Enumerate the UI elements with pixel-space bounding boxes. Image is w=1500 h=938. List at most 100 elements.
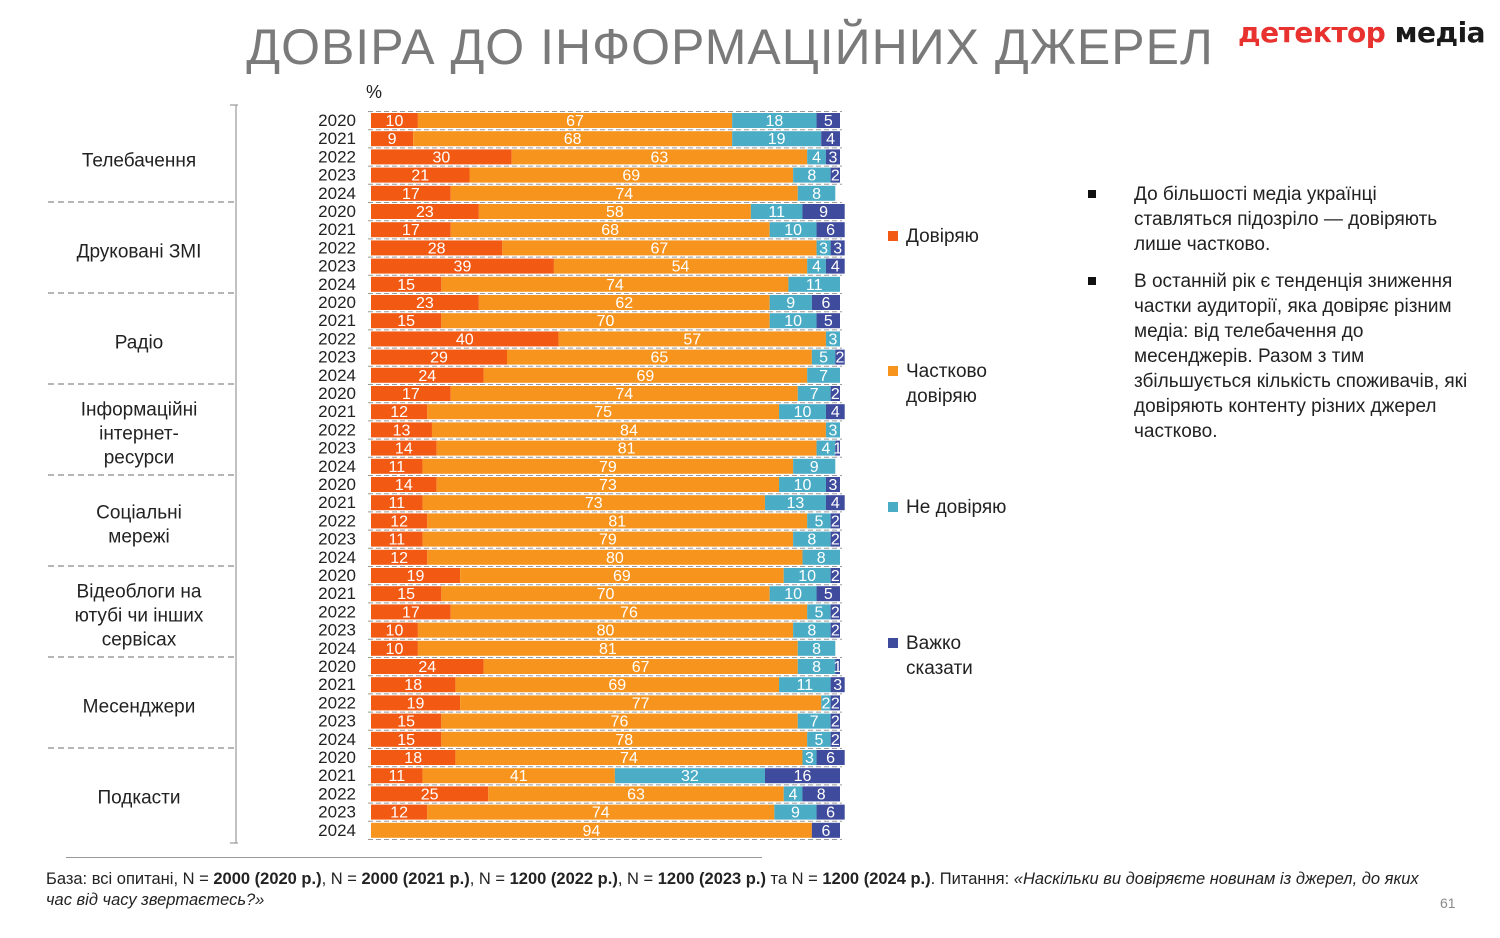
legend-swatch-hard (888, 638, 898, 648)
year-label: 2024 (318, 275, 356, 294)
year-label: 2024 (318, 821, 356, 840)
bar-segment (830, 240, 845, 256)
bar-segment (427, 404, 780, 420)
data-label: 3 (805, 750, 814, 767)
data-label: 15 (397, 586, 415, 603)
bar-segment (769, 295, 812, 310)
data-label: 23 (416, 204, 434, 221)
footnote-question: «Наскільки ви довіряєте новинам із джере… (46, 870, 1419, 909)
bar-segment (422, 531, 794, 547)
group-label: сервісах (102, 630, 177, 651)
bar-segment (371, 367, 484, 383)
data-label: 54 (672, 259, 690, 276)
data-label: 10 (794, 404, 812, 421)
bar-segment (774, 804, 817, 820)
bar-segment (830, 622, 840, 638)
year-label: 2022 (318, 329, 356, 348)
data-label: 10 (386, 113, 404, 130)
bar-segment (371, 713, 442, 729)
bar-segment (371, 313, 442, 329)
group-label: Радіо (115, 333, 163, 354)
data-label: 29 (430, 350, 448, 367)
bar-segment (830, 713, 840, 729)
year-label: 2024 (318, 548, 356, 567)
year-label: 2022 (318, 784, 356, 803)
data-label: 10 (386, 641, 404, 658)
bar-segment (779, 677, 831, 693)
data-label: 1 (833, 659, 842, 676)
footnote-text: . Питання: (930, 870, 1014, 888)
bar-segment (802, 786, 840, 802)
year-label: 2023 (318, 530, 356, 549)
data-label: 5 (814, 604, 823, 621)
bar-segment (802, 204, 845, 219)
data-label: 15 (397, 313, 415, 330)
data-label: 18 (404, 677, 422, 694)
bar-segment (371, 731, 442, 747)
data-label: 3 (819, 240, 828, 257)
bar-segment (764, 768, 840, 784)
data-label: 8 (807, 532, 816, 549)
legend-item-partial: Частково довіряю (888, 359, 1046, 409)
bar-segment (825, 422, 840, 438)
bar-segment (816, 113, 840, 128)
data-label: 67 (651, 240, 669, 257)
data-label: 67 (566, 113, 584, 130)
finding-item: До більшості медіа українці ставляться п… (1088, 182, 1468, 257)
bar-segment (558, 331, 826, 347)
data-label: 25 (421, 786, 439, 803)
year-label: 2021 (318, 129, 356, 148)
group-label: ютубі чи інших (75, 606, 204, 627)
bar-segment (821, 695, 831, 711)
bar-segment (469, 167, 794, 183)
bar-segment (441, 586, 770, 602)
data-label: 10 (794, 477, 812, 494)
data-label: 7 (819, 368, 828, 385)
data-label: 2 (831, 604, 840, 621)
data-label: 32 (681, 768, 699, 785)
data-label: 58 (606, 204, 624, 221)
data-label: 6 (821, 295, 830, 312)
data-label: 2 (831, 623, 840, 640)
group-label: Відеоблоги на (77, 582, 202, 603)
bar-segment (436, 477, 780, 492)
data-label: 3 (829, 477, 838, 494)
data-label: 19 (407, 695, 425, 712)
data-label: 2 (831, 513, 840, 530)
bar-segment (371, 331, 559, 347)
bar-segment (371, 404, 428, 420)
bar-segment (779, 404, 826, 420)
group-label: ресурси (104, 448, 175, 469)
data-label: 9 (819, 204, 828, 221)
bar-segment (835, 440, 840, 456)
bar-segment (483, 659, 798, 674)
year-label: 2021 (318, 584, 356, 603)
year-label: 2022 (318, 693, 356, 712)
data-label: 9 (388, 131, 397, 148)
data-label: 69 (636, 368, 654, 385)
data-label: 15 (397, 714, 415, 731)
legend-item-trust: Довіряю (888, 224, 1046, 249)
bar-segment (371, 477, 437, 492)
data-label: 40 (456, 331, 474, 348)
data-label: 14 (395, 477, 413, 494)
data-label: 76 (611, 714, 629, 731)
finding-item: В останній рік є тенденція зниження част… (1088, 269, 1468, 444)
bar-segment (553, 258, 808, 274)
bar-segment (371, 695, 461, 711)
bar-segment (422, 458, 794, 474)
bar-segment (825, 404, 845, 420)
data-label: 11 (388, 532, 405, 549)
bar-segment (455, 677, 780, 693)
footnote: База: всі опитані, N = 2000 (2020 р.), N… (46, 869, 1426, 911)
bar-segment (835, 659, 840, 674)
footnote-sample: 1200 (2022 р.) (509, 870, 618, 888)
data-label: 11 (388, 495, 405, 512)
data-label: 2 (831, 168, 840, 185)
data-label: 12 (390, 513, 408, 530)
bar-segment (807, 367, 840, 383)
year-label: 2021 (318, 220, 356, 239)
data-label: 75 (594, 404, 612, 421)
data-label: 41 (510, 768, 528, 785)
data-label: 5 (824, 586, 833, 603)
